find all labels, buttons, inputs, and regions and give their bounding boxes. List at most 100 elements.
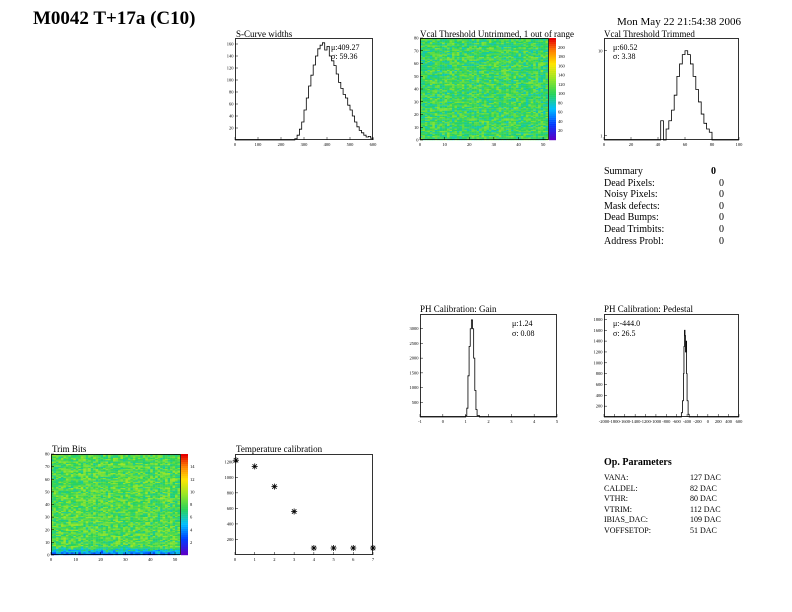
heatmap-cell xyxy=(454,55,458,58)
heatmap-cell xyxy=(424,41,428,44)
heatmap-cell xyxy=(132,465,136,467)
heatmap-cell xyxy=(459,117,463,119)
heatmap-cell xyxy=(464,55,467,58)
heatmap-cell xyxy=(444,125,448,128)
heatmap-cell xyxy=(501,76,504,78)
heatmap-cell xyxy=(493,128,497,130)
heatmap-cell xyxy=(503,96,507,99)
heatmap-cell xyxy=(488,44,492,46)
heatmap-cell xyxy=(484,73,487,76)
heatmap-cell xyxy=(437,123,440,125)
y-tick-label: 800 xyxy=(596,371,604,376)
heatmap-cell xyxy=(444,62,448,64)
heatmap-cell xyxy=(464,40,467,43)
heatmap-cell xyxy=(439,80,443,82)
heatmap-cell xyxy=(493,67,497,69)
heatmap-cell xyxy=(439,43,443,45)
heatmap-cell xyxy=(530,46,534,49)
heatmap-cell xyxy=(459,119,463,122)
heatmap-cell xyxy=(444,41,448,44)
heatmap-cell xyxy=(461,54,465,57)
heatmap-cell xyxy=(461,63,465,65)
heatmap-cell xyxy=(535,117,539,119)
heatmap-cell xyxy=(432,128,435,130)
heatmap-cell xyxy=(525,54,529,57)
heatmap-cell xyxy=(476,62,480,64)
heatmap-cell xyxy=(456,57,460,59)
heatmap-cell xyxy=(170,456,173,458)
heatmap-cell xyxy=(533,69,536,72)
heatmap-cell xyxy=(498,111,502,114)
heatmap-cell xyxy=(459,132,463,134)
heatmap-cell xyxy=(481,120,485,123)
heatmap-cell xyxy=(511,53,514,55)
heatmap-cell xyxy=(454,132,458,134)
heatmap-cell xyxy=(540,41,544,44)
heatmap-cell xyxy=(506,110,509,113)
heatmap-cell xyxy=(530,120,534,123)
heatmap-cell xyxy=(95,465,99,467)
heatmap-cell xyxy=(486,72,490,74)
heatmap-cell xyxy=(481,43,485,45)
heatmap-cell xyxy=(474,40,477,43)
heatmap-cell xyxy=(424,78,428,81)
heatmap-cell xyxy=(447,94,450,96)
heatmap-cell xyxy=(461,122,465,124)
heatmap-cell xyxy=(469,120,472,123)
heatmap-cell xyxy=(434,106,438,109)
heatmap-cell xyxy=(523,66,527,68)
heatmap-cell xyxy=(533,87,536,90)
heatmap-cell xyxy=(493,99,497,101)
heatmap-cell xyxy=(469,52,472,54)
heatmap-cell xyxy=(525,60,529,63)
heatmap-cell xyxy=(447,86,450,88)
heatmap-cell xyxy=(150,455,153,457)
heatmap-cell xyxy=(484,127,487,129)
heatmap-cell xyxy=(471,101,475,104)
heatmap-cell xyxy=(439,134,443,137)
heatmap-cell xyxy=(513,96,517,99)
heatmap-cell xyxy=(63,455,67,457)
heatmap-cell xyxy=(80,456,84,458)
heatmap-cell xyxy=(424,95,428,97)
heatmap-cell xyxy=(471,72,475,74)
heatmap-cell xyxy=(479,118,482,120)
heatmap-cell xyxy=(523,41,527,44)
heatmap-cell xyxy=(55,457,59,460)
heatmap-cell xyxy=(493,91,497,94)
heatmap-cell xyxy=(518,85,522,87)
color-scale-segment xyxy=(549,89,556,92)
heatmap-cell xyxy=(420,90,423,92)
heatmap-cell xyxy=(543,46,546,49)
heatmap-cell xyxy=(459,68,463,71)
heatmap-cell xyxy=(511,80,514,82)
summary-title-value: 0 xyxy=(711,166,716,177)
heatmap-cell xyxy=(432,105,435,108)
heatmap-cell xyxy=(530,122,534,124)
heatmap-cell xyxy=(530,44,534,46)
heatmap-cell xyxy=(508,44,512,46)
heatmap-cell xyxy=(503,100,507,102)
heatmap-cell xyxy=(501,95,504,97)
heatmap-cell xyxy=(528,94,531,96)
heatmap-cell xyxy=(444,104,448,106)
heatmap-cell xyxy=(501,111,504,114)
heatmap-cell xyxy=(459,46,463,49)
heatmap-cell xyxy=(496,71,499,73)
heatmap-cell xyxy=(442,66,445,68)
heatmap-cell xyxy=(493,46,497,49)
heatmap-cell xyxy=(511,87,514,90)
heatmap-cell xyxy=(459,71,463,73)
heatmap-cell xyxy=(424,72,428,74)
heatmap-cell xyxy=(456,122,460,124)
heatmap-cell xyxy=(493,44,497,46)
heatmap-cell xyxy=(442,81,445,83)
heatmap-cell xyxy=(501,53,504,55)
heatmap-cell xyxy=(466,44,470,46)
heatmap-cell xyxy=(498,68,502,71)
heatmap-cell xyxy=(488,68,492,71)
heatmap-cell xyxy=(452,49,455,51)
heatmap-cell xyxy=(115,464,119,466)
heatmap-cell xyxy=(530,103,534,105)
heatmap-cell xyxy=(496,129,499,132)
